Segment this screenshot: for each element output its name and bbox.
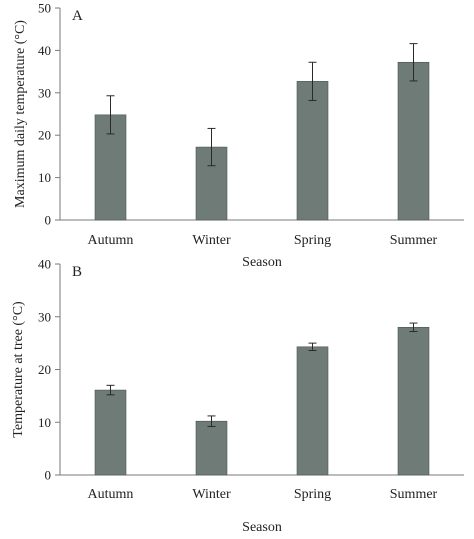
bar-summer (397, 326, 430, 476)
y-tick-label: 20 (38, 362, 51, 377)
y-tick-label: 20 (38, 128, 51, 143)
y-tick-label: 50 (38, 1, 51, 16)
x-tick-label: Autumn (88, 487, 134, 502)
x-tick-label: Spring (294, 233, 331, 248)
y-tick-label: 40 (38, 257, 51, 272)
x-tick-label: Summer (390, 233, 438, 248)
y-axis-title: Maximum daily temperature (°C) (13, 20, 28, 208)
bar-summer (397, 61, 430, 221)
chart-panel-a: 0 10 20 30 40 50 Autumn Winter Spring Summer Seaso… (13, 1, 464, 270)
y-tick-label: 0 (45, 468, 52, 483)
x-tick-label: Winter (192, 487, 231, 502)
panel-label: A (72, 8, 83, 24)
y-tick-label: 0 (45, 213, 52, 228)
bar-winter (195, 420, 228, 476)
x-axis-title: Season (242, 255, 282, 270)
x-axis-title: Season (242, 520, 282, 535)
y-tick-label: 40 (38, 43, 51, 58)
bar-autumn (94, 389, 127, 476)
y-tick-label: 10 (38, 415, 51, 430)
x-tick-label: Spring (294, 487, 331, 502)
chart-panel-b: 0 10 20 30 40 Autumn Winter Spring Summer Season T… (11, 257, 464, 535)
x-tick-label: Summer (390, 487, 438, 502)
x-tick-label: Autumn (88, 233, 134, 248)
y-tick-label: 30 (38, 85, 51, 100)
y-axis-title: Temperature at tree (°C) (11, 301, 26, 438)
bar-spring (296, 81, 329, 221)
y-tick-label: 30 (38, 309, 51, 324)
panel-label: B (72, 264, 82, 280)
bar-spring (296, 346, 329, 476)
x-tick-label: Winter (192, 233, 231, 248)
y-tick-label: 10 (38, 170, 51, 185)
